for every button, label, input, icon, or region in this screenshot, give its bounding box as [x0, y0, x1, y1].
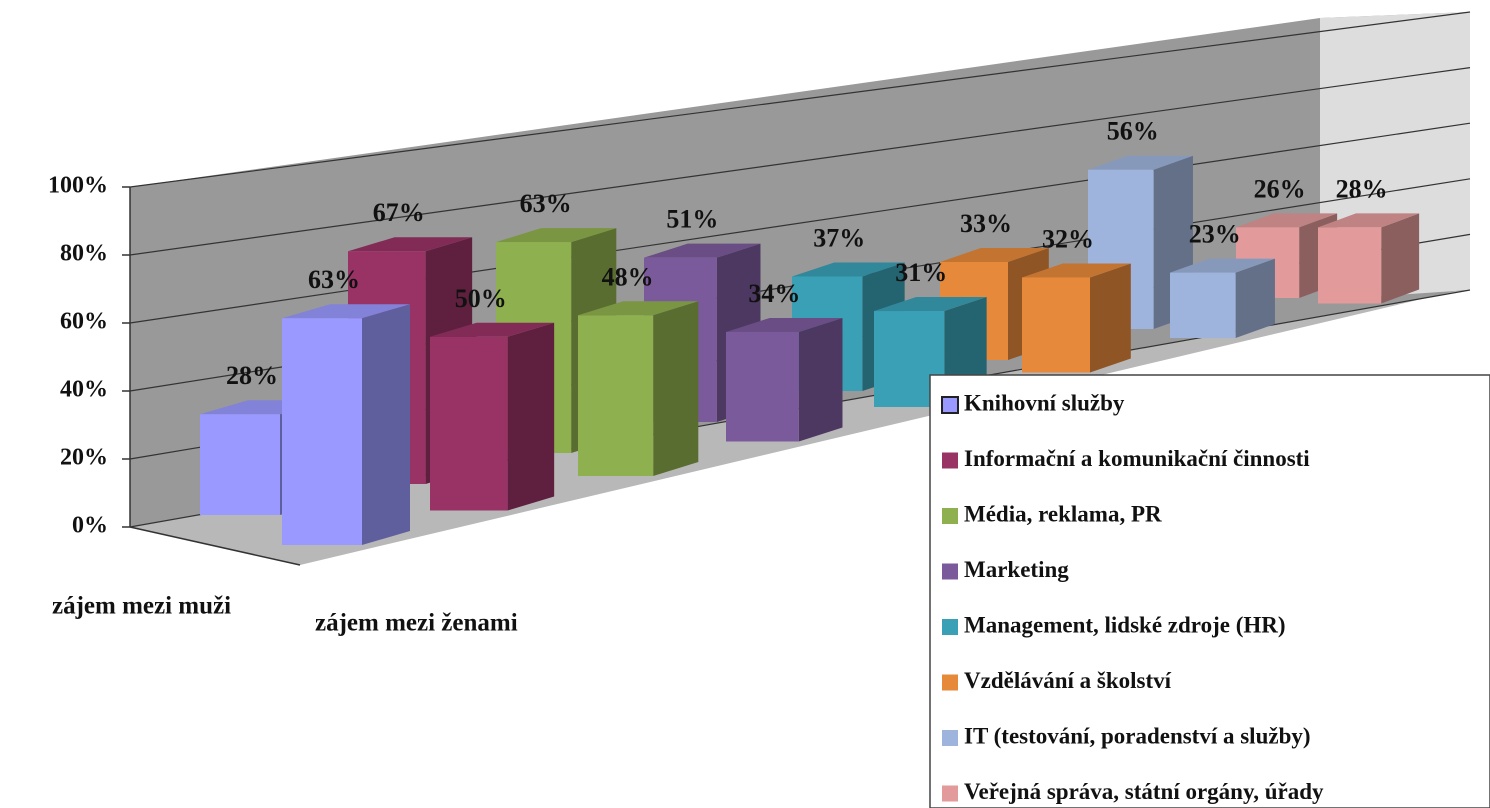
bar-side	[507, 322, 555, 511]
legend-swatch	[942, 730, 958, 746]
bar	[578, 301, 699, 476]
bar-front	[430, 336, 508, 511]
legend-swatch	[942, 785, 958, 802]
bar-side	[362, 304, 410, 545]
legend-swatch	[942, 508, 958, 524]
value-label: 26%	[1254, 174, 1306, 203]
bar	[430, 322, 555, 511]
legend-label: Veřejná správa, státní orgány, úřady	[964, 779, 1324, 804]
bar-side	[1090, 263, 1131, 373]
bar-front	[726, 331, 799, 442]
value-label: 33%	[960, 209, 1012, 238]
value-label: 51%	[666, 205, 718, 234]
y-tick-label: 0%	[72, 513, 108, 539]
bar-top	[644, 243, 761, 258]
y-tick-label: 60%	[60, 309, 108, 335]
bar-front	[282, 318, 362, 545]
legend-swatch	[942, 619, 958, 635]
bar-front	[1022, 277, 1090, 373]
legend	[929, 374, 1490, 808]
bar	[726, 317, 843, 442]
bar-top	[1170, 258, 1275, 273]
bar-top	[282, 304, 410, 319]
bar-top	[1236, 213, 1338, 228]
bar-front	[200, 414, 280, 515]
legend-swatch	[942, 452, 958, 469]
bar-side	[798, 317, 843, 442]
bar-top	[578, 301, 699, 316]
bar-top	[1022, 263, 1131, 278]
bar	[1022, 263, 1131, 373]
bar-top	[348, 237, 473, 252]
value-label: 63%	[308, 265, 360, 294]
bar-side	[1235, 258, 1275, 338]
legend-label: Knihovní služby	[964, 390, 1125, 415]
bar-top	[940, 247, 1049, 262]
value-label: 48%	[602, 262, 654, 291]
legend-label: Informační a komunikační činnosti	[964, 446, 1310, 471]
value-label: 28%	[1336, 174, 1388, 203]
value-label: 32%	[1042, 224, 1094, 253]
value-label: 28%	[226, 361, 278, 390]
legend-swatch	[942, 674, 958, 691]
bar-top	[792, 262, 905, 277]
bar-top	[1088, 155, 1193, 170]
y-tick-label: 100%	[48, 173, 108, 199]
bar-side	[1381, 213, 1420, 304]
bar-side	[653, 301, 699, 476]
bar-top	[1318, 213, 1420, 228]
value-label: 37%	[813, 223, 865, 252]
grid-line	[129, 11, 1471, 188]
value-label: 63%	[520, 189, 572, 218]
legend-label: IT (testování, poradenství a služby)	[964, 723, 1311, 748]
bar-front	[578, 315, 654, 476]
legend-label: Management, lidské zdroje (HR)	[964, 612, 1286, 637]
bar-front	[1170, 272, 1236, 338]
value-label: 67%	[373, 198, 425, 227]
grid-line	[129, 67, 1471, 256]
y-tick-label: 40%	[60, 377, 108, 403]
bar	[1318, 213, 1420, 304]
x-axis	[129, 526, 301, 566]
bar-top	[726, 317, 843, 332]
value-label: 56%	[1107, 117, 1159, 146]
value-label: 31%	[895, 258, 947, 287]
x-tick-label: zájem mezi ženami	[315, 610, 518, 637]
value-label: 50%	[455, 284, 507, 313]
y-tick-label: 80%	[60, 241, 108, 267]
bar-top	[496, 228, 617, 243]
value-label: 34%	[748, 279, 800, 308]
bar	[1170, 258, 1275, 338]
bar-top	[874, 297, 987, 312]
legend-label: Média, reklama, PR	[964, 501, 1162, 526]
legend-swatch	[942, 563, 958, 580]
bar-front	[1318, 227, 1382, 304]
value-label: 23%	[1189, 220, 1241, 249]
legend-swatch	[941, 396, 959, 414]
legend-label: Marketing	[964, 557, 1069, 582]
bar	[282, 304, 410, 545]
y-tick-label: 20%	[60, 445, 108, 471]
x-tick-label: zájem mezi muži	[52, 593, 231, 620]
legend-label: Vzdělávání a školství	[964, 668, 1172, 693]
bar-top	[430, 322, 555, 337]
